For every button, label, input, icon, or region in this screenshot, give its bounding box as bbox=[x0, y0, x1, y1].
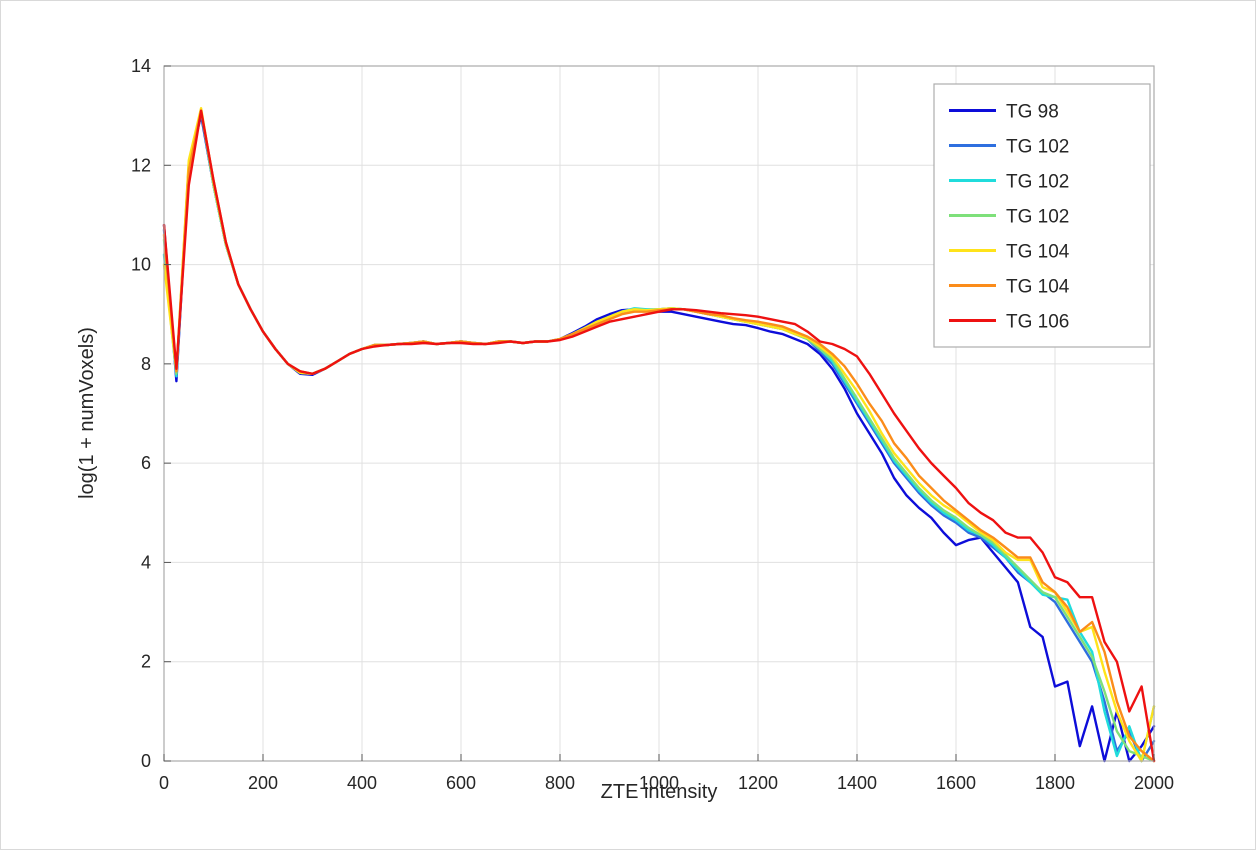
legend-label: TG 102 bbox=[1006, 172, 1069, 193]
x-tick-label: 1000 bbox=[639, 773, 679, 793]
x-tick-label: 200 bbox=[248, 773, 278, 793]
y-tick-label: 2 bbox=[141, 652, 151, 672]
legend-label: TG 104 bbox=[1006, 277, 1070, 298]
series-layer bbox=[162, 106, 1156, 763]
y-tick-label: 6 bbox=[141, 453, 151, 473]
axes-layer: 0 200 400 600 800 1000 1200 1400 1600 1800 2000 0 2 4… bbox=[131, 56, 1174, 793]
y-tick-label: 4 bbox=[141, 552, 151, 572]
x-tick-label: 600 bbox=[446, 773, 476, 793]
x-tick-label: 1400 bbox=[837, 773, 877, 793]
legend-label: TG 104 bbox=[1006, 242, 1070, 263]
legend-label: TG 106 bbox=[1006, 312, 1069, 333]
legend-label: TG 102 bbox=[1006, 207, 1069, 228]
y-tick-label: 14 bbox=[131, 56, 151, 76]
x-axis-label: ZTE intensity bbox=[601, 781, 718, 803]
y-tick-label: 0 bbox=[141, 751, 151, 771]
y-tick-label: 12 bbox=[131, 155, 151, 175]
y-tick-label: 10 bbox=[131, 255, 151, 275]
y-tick-label: 8 bbox=[141, 354, 151, 374]
x-tick-label: 800 bbox=[545, 773, 575, 793]
legend: TG 98 TG 102 TG 102 TG 102 TG 104 TG 104 TG 10… bbox=[933, 83, 1151, 348]
series-line-tg-106 bbox=[162, 109, 1156, 763]
x-tick-label: 400 bbox=[347, 773, 377, 793]
legend-label: TG 102 bbox=[1006, 137, 1069, 158]
legend-label: TG 98 bbox=[1006, 102, 1059, 123]
x-tick-label: 1800 bbox=[1035, 773, 1075, 793]
x-tick-label: 1600 bbox=[936, 773, 976, 793]
x-tick-label: 1200 bbox=[738, 773, 778, 793]
x-tick-label: 0 bbox=[159, 773, 169, 793]
x-tick-label: 2000 bbox=[1134, 773, 1174, 793]
y-axis-label: log(1 + numVoxels) bbox=[76, 327, 98, 499]
